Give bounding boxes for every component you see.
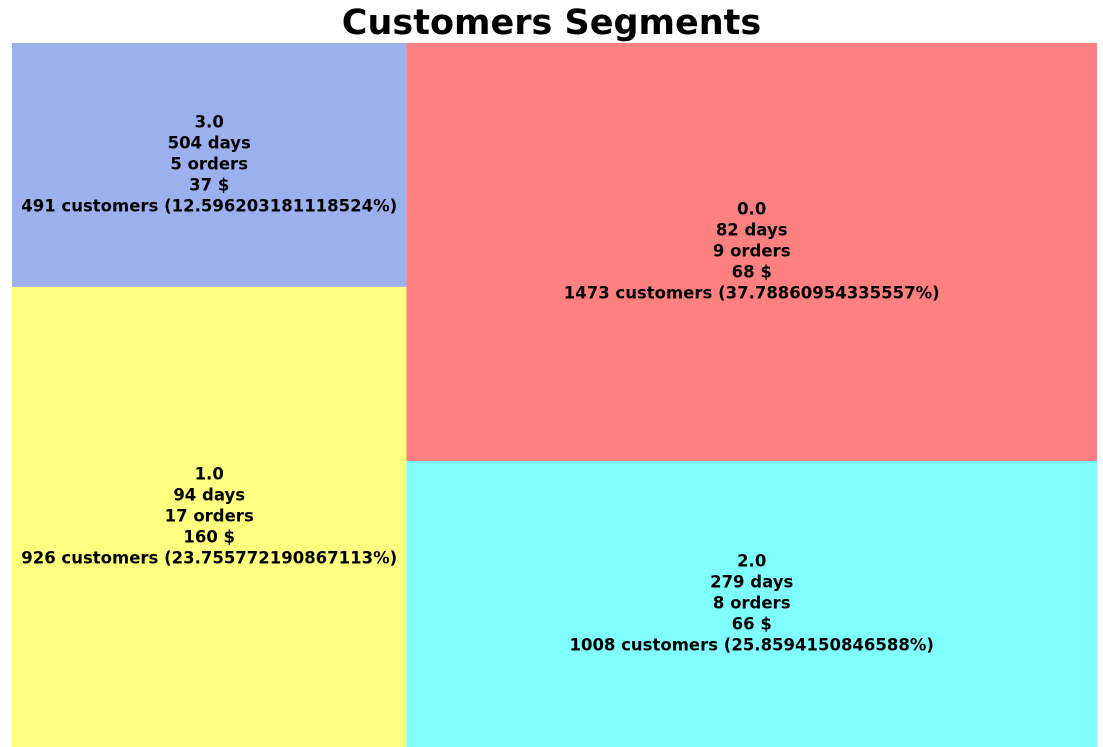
segment-label: 2.0 bbox=[737, 551, 766, 570]
segment-amount: 68 $ bbox=[732, 262, 772, 281]
segment-0-0-rect bbox=[406, 43, 1097, 461]
segment-1-0-rect bbox=[12, 286, 407, 747]
segment-2-0: 2.0 279 days 8 orders 66 $ 1008 customers (2… bbox=[406, 460, 1097, 747]
segment-3-0-rect bbox=[12, 43, 407, 287]
segment-orders: 8 orders bbox=[713, 593, 791, 612]
segment-days: 279 days bbox=[710, 572, 793, 591]
segment-amount: 160 $ bbox=[183, 527, 235, 546]
segment-label: 3.0 bbox=[195, 112, 224, 131]
segment-customers: 1008 customers (25.8594150846588%) bbox=[569, 635, 933, 654]
segment-orders: 17 orders bbox=[165, 506, 254, 525]
segment-3-0: 3.0 504 days 5 orders 37 $ 491 customers (12… bbox=[12, 43, 407, 287]
segment-customers: 491 customers (12.596203181118524%) bbox=[21, 196, 397, 215]
segment-amount: 66 $ bbox=[732, 614, 772, 633]
segment-1-0: 1.0 94 days 17 orders 160 $ 926 customers (2… bbox=[12, 286, 407, 747]
segment-days: 504 days bbox=[168, 133, 251, 152]
segment-customers: 1473 customers (37.78860954335557%) bbox=[564, 283, 940, 302]
segment-0-0: 0.0 82 days 9 orders 68 $ 1473 customers (37… bbox=[406, 43, 1097, 461]
segment-days: 94 days bbox=[173, 485, 245, 504]
chart-title: Customers Segments bbox=[341, 3, 762, 43]
segment-amount: 37 $ bbox=[189, 175, 229, 194]
segment-label: 0.0 bbox=[737, 199, 766, 218]
segment-days: 82 days bbox=[716, 220, 788, 239]
segment-label: 1.0 bbox=[195, 464, 224, 483]
segment-orders: 5 orders bbox=[170, 154, 248, 173]
segment-2-0-rect bbox=[406, 460, 1097, 747]
segment-orders: 9 orders bbox=[713, 241, 791, 260]
segment-customers: 926 customers (23.755772190867113%) bbox=[21, 548, 397, 567]
